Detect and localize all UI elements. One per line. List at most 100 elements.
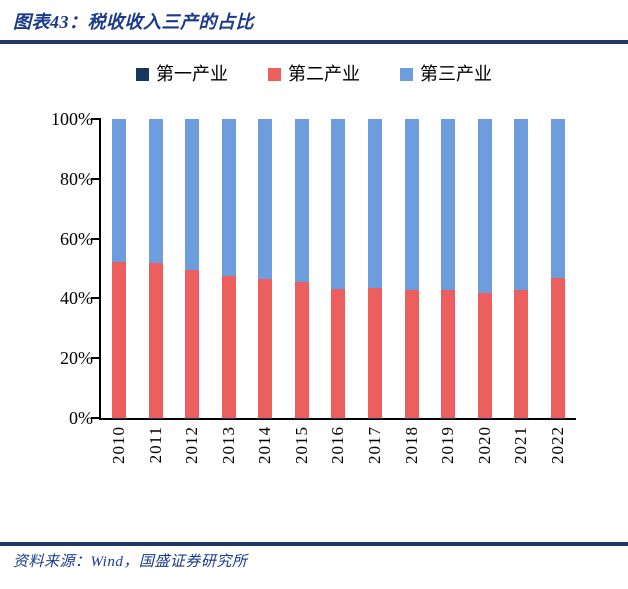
x-label-slot: 2013 <box>211 426 248 464</box>
bar-segment-第二产业 <box>185 269 200 418</box>
x-label-slot: 2018 <box>393 426 430 464</box>
bar-slot-2011 <box>138 119 175 418</box>
legend-item-primary: 第一产业 <box>136 63 228 85</box>
legend-swatch-secondary-icon <box>268 67 281 81</box>
stacked-bar-2010 <box>112 119 127 418</box>
x-label-slot: 2015 <box>284 426 321 464</box>
bar-segment-第二产业 <box>404 290 419 418</box>
y-tick-mark <box>91 177 100 180</box>
x-tick-label: 2017 <box>364 426 384 464</box>
y-tick-label: 20% <box>60 348 93 369</box>
bar-segment-第三产业 <box>514 119 529 290</box>
x-axis-labels: 2010 2011 2012 2013 2014 2015 2016 2017 2018 2019… <box>101 426 576 464</box>
bar-segment-第三产业 <box>185 119 200 270</box>
bar-segment-第二产业 <box>550 277 565 418</box>
y-tick-mark <box>91 357 100 360</box>
bar-segment-第二产业 <box>221 276 236 418</box>
bar-segment-第三产业 <box>294 119 309 283</box>
bar-segment-第二产业 <box>258 278 273 418</box>
legend-item-secondary: 第二产业 <box>268 63 360 85</box>
bar-segment-第二产业 <box>294 282 309 418</box>
bar-segment-第三产业 <box>331 119 346 289</box>
y-tick-mark <box>91 118 100 120</box>
x-tick-label: 2021 <box>511 426 531 464</box>
stacked-bar-2017 <box>367 119 382 418</box>
stacked-bar-2019 <box>441 119 456 418</box>
bar-slot-2010 <box>101 119 138 418</box>
bar-slot-2018 <box>393 119 430 418</box>
stacked-bar-2022 <box>550 119 565 418</box>
legend-label-primary: 第一产业 <box>156 64 228 84</box>
bar-segment-第二产业 <box>514 289 529 418</box>
x-tick-label: 2019 <box>438 426 458 464</box>
bar-segment-第三产业 <box>221 119 236 277</box>
y-tick-label: 100% <box>51 109 93 129</box>
legend-label-tertiary: 第三产业 <box>420 64 492 84</box>
stacked-bar-2016 <box>331 119 346 418</box>
legend-label-secondary: 第二产业 <box>288 64 360 84</box>
x-tick-label: 2010 <box>109 426 129 464</box>
y-tick-label: 60% <box>60 228 93 249</box>
bar-slot-2013 <box>211 119 248 418</box>
bar-segment-第三产业 <box>367 119 382 288</box>
bar-slot-2020 <box>466 119 503 418</box>
x-tick-label: 2014 <box>255 426 275 464</box>
bar-segment-第三产业 <box>258 119 273 279</box>
y-tick-label: 0% <box>69 408 93 428</box>
chart-legend: 第一产业 第二产业 第三产业 <box>0 63 628 85</box>
legend-item-tertiary: 第三产业 <box>400 63 492 85</box>
stacked-bar-2011 <box>148 119 163 418</box>
footer-rule <box>0 542 628 546</box>
y-axis-labels: 0% 20% 40% 60% 80% 100% <box>0 109 93 428</box>
bar-segment-第三产业 <box>112 119 127 262</box>
x-label-slot: 2017 <box>357 426 394 464</box>
x-tick-label: 2013 <box>218 426 238 464</box>
x-tick-label: 2016 <box>328 426 348 464</box>
x-label-slot: 2021 <box>503 426 540 464</box>
y-tick-mark <box>91 417 100 419</box>
x-label-slot: 2022 <box>539 426 576 464</box>
bar-slot-2015 <box>284 119 321 418</box>
bar-segment-第二产业 <box>441 289 456 418</box>
stacked-bar-2021 <box>514 119 529 418</box>
bar-slot-2014 <box>247 119 284 418</box>
y-tick-mark <box>91 237 100 240</box>
bar-slot-2016 <box>320 119 357 418</box>
bar-segment-第三产业 <box>148 119 163 263</box>
x-label-slot: 2012 <box>174 426 211 464</box>
y-tick-mark <box>91 297 100 300</box>
y-tick-label: 80% <box>60 168 93 189</box>
stacked-bar-2014 <box>258 119 273 418</box>
x-label-slot: 2011 <box>138 426 175 464</box>
y-tick-label: 40% <box>60 288 93 309</box>
bar-slot-2019 <box>430 119 467 418</box>
bar-segment-第三产业 <box>477 119 492 294</box>
stacked-bar-2018 <box>404 119 419 418</box>
x-label-slot: 2020 <box>466 426 503 464</box>
x-axis-line <box>99 418 576 420</box>
bar-segment-第二产业 <box>331 288 346 418</box>
figure-title: 图表43：税收收入三产的占比 <box>13 12 254 32</box>
bar-segment-第二产业 <box>477 293 492 418</box>
x-tick-label: 2022 <box>547 426 567 464</box>
y-axis-line <box>99 118 101 420</box>
header-rule <box>0 40 628 44</box>
stacked-bar-2013 <box>221 119 236 418</box>
x-tick-label: 2012 <box>182 426 202 464</box>
bar-slot-2012 <box>174 119 211 418</box>
bar-slot-2017 <box>357 119 394 418</box>
stacked-bar-2012 <box>185 119 200 418</box>
x-label-slot: 2014 <box>247 426 284 464</box>
x-label-slot: 2010 <box>101 426 138 464</box>
legend-swatch-primary-icon <box>136 67 149 81</box>
x-tick-label: 2020 <box>474 426 494 464</box>
stacked-bar-2020 <box>477 119 492 418</box>
bar-segment-第三产业 <box>441 119 456 290</box>
x-label-slot: 2019 <box>430 426 467 464</box>
plot-area <box>91 118 576 419</box>
x-tick-label: 2015 <box>291 426 311 464</box>
bar-slot-2021 <box>503 119 540 418</box>
bar-slot-2022 <box>539 119 576 418</box>
bar-segment-第三产业 <box>550 119 565 278</box>
